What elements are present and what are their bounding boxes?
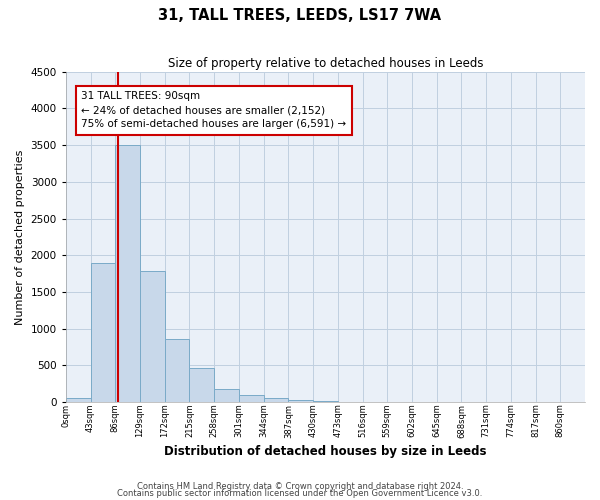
X-axis label: Distribution of detached houses by size in Leeds: Distribution of detached houses by size …	[164, 444, 487, 458]
Bar	[263, 398, 289, 402]
Bar	[115, 145, 140, 402]
Bar	[66, 398, 91, 402]
Bar	[140, 272, 165, 402]
Text: 31 TALL TREES: 90sqm
← 24% of detached houses are smaller (2,152)
75% of semi-de: 31 TALL TREES: 90sqm ← 24% of detached h…	[82, 92, 347, 130]
Title: Size of property relative to detached houses in Leeds: Size of property relative to detached ho…	[167, 58, 483, 70]
Text: Contains public sector information licensed under the Open Government Licence v3: Contains public sector information licen…	[118, 490, 482, 498]
Bar	[214, 390, 239, 402]
Bar	[289, 400, 313, 402]
Bar	[91, 262, 115, 402]
Bar	[165, 339, 190, 402]
Text: 31, TALL TREES, LEEDS, LS17 7WA: 31, TALL TREES, LEEDS, LS17 7WA	[158, 8, 442, 22]
Bar	[190, 368, 214, 402]
Y-axis label: Number of detached properties: Number of detached properties	[15, 149, 25, 324]
Bar	[239, 395, 263, 402]
Text: Contains HM Land Registry data © Crown copyright and database right 2024.: Contains HM Land Registry data © Crown c…	[137, 482, 463, 491]
